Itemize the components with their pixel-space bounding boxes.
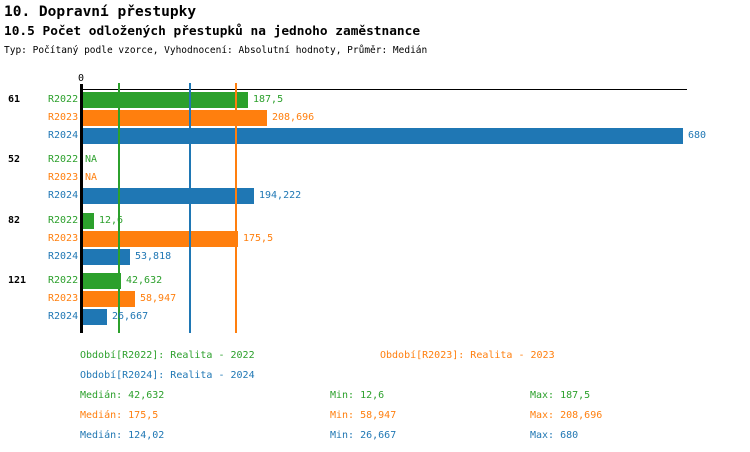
bar-82-r2023 (83, 231, 238, 247)
row-label-121-r2022: R2022 (48, 275, 79, 286)
zero-baseline (80, 84, 83, 333)
value-label-121-r2022: 42,632 (126, 275, 163, 286)
bar-chart: 0 61 R2022 187,5 R2023 208,696 R2024 680 52 R2022… (8, 73, 707, 333)
value-label-52-r2024: 194,222 (259, 190, 302, 201)
value-label-61-r2024: 680 (688, 130, 707, 141)
bar-61-r2023 (83, 110, 267, 126)
legend-median-r2023: Medián: 175,5 (80, 410, 159, 421)
median-line-r2023 (235, 83, 237, 333)
value-label-52-r2022: NA (85, 154, 98, 165)
indicator-title: 10.5 Počet odložených přestupků na jedno… (4, 24, 421, 39)
group-label-52: 52 (8, 154, 21, 165)
row-label-61-r2024: R2024 (48, 130, 79, 141)
value-label-61-r2022: 187,5 (253, 94, 284, 105)
legend-max-r2022: Max: 187,5 (530, 390, 591, 401)
value-label-82-r2022: 12,6 (99, 215, 124, 226)
median-line-r2022 (118, 83, 120, 333)
value-label-82-r2023: 175,5 (243, 233, 274, 244)
bar-52-r2024 (83, 188, 254, 204)
row-label-61-r2022: R2022 (48, 94, 79, 105)
bar-61-r2024 (83, 128, 683, 144)
legend-period-r2024: Období[R2024]: Realita - 2024 (80, 370, 255, 381)
legend-max-r2024: Max: 680 (530, 430, 579, 441)
bar-121-r2022 (83, 273, 121, 289)
legend-median-r2022: Medián: 42,632 (80, 390, 165, 401)
row-label-82-r2022: R2022 (48, 215, 79, 226)
bar-82-r2022 (83, 213, 94, 229)
row-label-52-r2023: R2023 (48, 172, 79, 183)
zero-tick-label: 0 (77, 73, 85, 84)
legend-min-r2023: Min: 58,947 (330, 410, 397, 421)
legend-max-r2023: Max: 208,696 (530, 410, 603, 421)
legend-min-r2022: Min: 12,6 (330, 390, 385, 401)
bar-121-r2024 (83, 309, 107, 325)
value-label-121-r2023: 58,947 (140, 293, 177, 304)
row-label-52-r2022: R2022 (48, 154, 79, 165)
row-label-82-r2023: R2023 (48, 233, 79, 244)
value-label-52-r2023: NA (85, 172, 98, 183)
group-label-121: 121 (8, 275, 27, 286)
bar-61-r2022 (83, 92, 248, 108)
row-label-52-r2024: R2024 (48, 190, 79, 201)
bar-121-r2023 (83, 291, 135, 307)
group-label-61: 61 (8, 94, 21, 105)
median-line-r2024 (189, 83, 191, 333)
bar-82-r2024 (83, 249, 130, 265)
value-label-121-r2024: 26,667 (112, 311, 149, 322)
x-axis-line (80, 89, 687, 90)
page-title: 10. Dopravní přestupky (4, 4, 197, 20)
row-label-61-r2023: R2023 (48, 112, 79, 123)
row-label-82-r2024: R2024 (48, 251, 79, 262)
indicator-meta: Typ: Počítaný podle vzorce, Vyhodnocení:… (4, 45, 428, 56)
legend-min-r2024: Min: 26,667 (330, 430, 397, 441)
value-label-61-r2023: 208,696 (272, 112, 315, 123)
value-label-82-r2024: 53,818 (135, 251, 172, 262)
group-label-82: 82 (8, 215, 21, 226)
row-label-121-r2023: R2023 (48, 293, 79, 304)
legend-median-r2024: Medián: 124,02 (80, 430, 165, 441)
legend-period-r2022: Období[R2022]: Realita - 2022 (80, 350, 255, 361)
row-label-121-r2024: R2024 (48, 311, 79, 322)
chart-legend: Období[R2022]: Realita - 2022 Období[R202… (0, 340, 750, 452)
legend-period-r2023: Období[R2023]: Realita - 2023 (380, 350, 555, 361)
